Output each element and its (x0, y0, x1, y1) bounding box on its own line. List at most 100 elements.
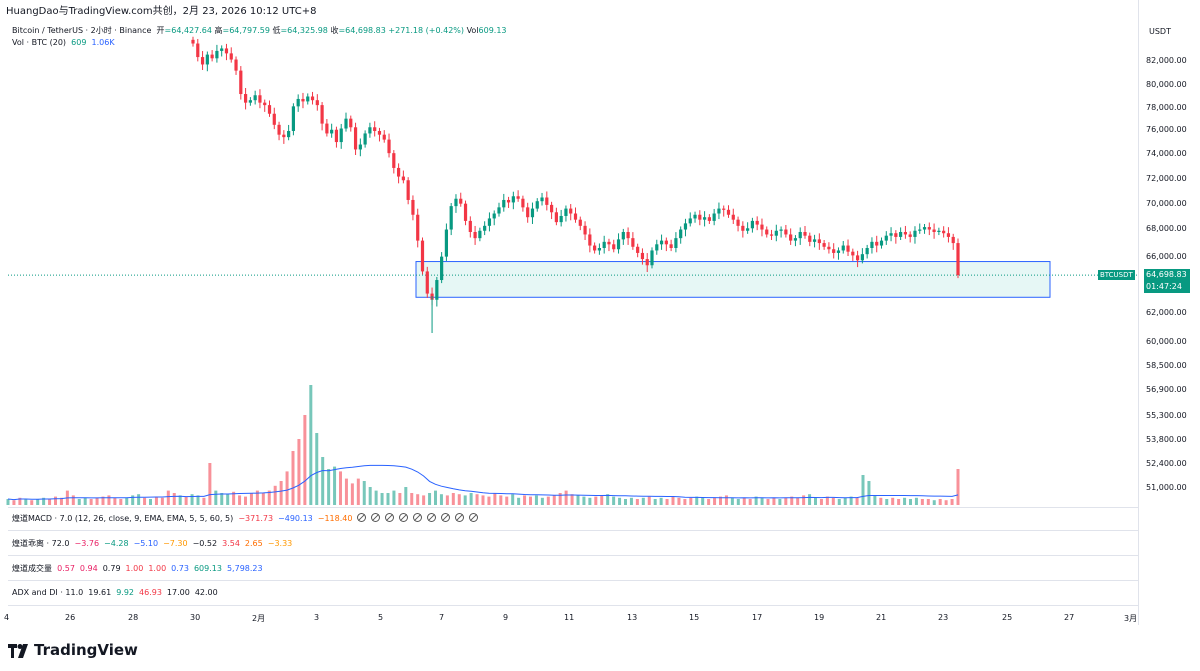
volume-bar (552, 495, 556, 505)
candle-body (473, 231, 477, 239)
price-axis-label: 53,800.00 (1146, 435, 1187, 444)
candle-body (363, 133, 367, 145)
volume-bar (303, 415, 307, 505)
symbol-info-line: Bitcoin / TetherUS · 2小时 · Binance 开=64,… (12, 25, 507, 36)
open-label: 开 (156, 26, 165, 35)
vol-indicator-v1: 609 (71, 38, 87, 47)
volume-bar (618, 497, 622, 505)
candle-body (612, 244, 616, 250)
candle-body (277, 124, 281, 135)
volume-bar (671, 496, 675, 505)
candle-body (296, 98, 300, 107)
volume-bar (831, 497, 835, 505)
candle-body (368, 127, 372, 134)
indicator-bias[interactable]: 煌道乖离 · 72.0 −3.76 −4.28 −5.10 −7.30 −0.52 3.5… (12, 538, 297, 549)
candle-body (215, 50, 219, 59)
volume-bar (6, 499, 10, 505)
chart-header-title: HuangDao与TradingView.com共创，2月 23, 2026 1… (6, 6, 317, 17)
candle-body (607, 241, 611, 245)
indicator-value: 19.61 (88, 588, 112, 597)
volume-bar (778, 499, 782, 505)
candle-body (478, 230, 482, 239)
price-axis-label: 66,000.00 (1146, 252, 1187, 261)
volume-bar (867, 481, 871, 505)
volume-bar (356, 478, 360, 505)
candle-body (717, 208, 721, 214)
candle-body (506, 199, 511, 203)
volume-bar (279, 481, 283, 505)
volume-bar (404, 487, 408, 505)
candle-body (664, 240, 668, 245)
candle-body (616, 239, 621, 250)
candle-body (416, 214, 420, 241)
candle-body (210, 54, 214, 59)
volume-bar (386, 493, 390, 505)
candle-body (631, 238, 635, 247)
candle-body (884, 235, 888, 241)
candle-body (267, 105, 272, 114)
volume-bar (523, 495, 527, 505)
indicator-volume[interactable]: 煌道成交量 0.57 0.94 0.79 1.00 1.00 0.73 609.13 5,79… (12, 563, 268, 574)
candle-body (425, 271, 429, 294)
volume-bar (837, 499, 841, 505)
volume-bar (196, 495, 200, 505)
candle-body (798, 231, 802, 239)
indicator-adx[interactable]: ADX and DI · 11.0 19.61 9.92 46.93 17.00 42.… (12, 588, 223, 597)
volume-bar (333, 466, 337, 505)
candle-body (392, 153, 396, 168)
candle-body (263, 102, 267, 106)
candle-body (726, 209, 731, 215)
volume-bar (719, 496, 722, 505)
time-axis-label: 21 (876, 613, 887, 622)
indicator-value: 46.93 (139, 588, 162, 597)
volume-bar (119, 499, 123, 505)
volume-bar (736, 499, 740, 505)
volume-bar (178, 495, 182, 505)
candle-body (593, 245, 597, 251)
volume-bar (143, 497, 147, 505)
candle-body (836, 250, 841, 253)
volume-bar (784, 497, 788, 505)
hidden-value-icon (413, 513, 423, 522)
indicator-macd[interactable]: 煌道MACD · 7.0 (12, 26, close, 9, EMA, EMA… (12, 513, 483, 524)
candle-body (578, 219, 582, 226)
volume-bar (909, 499, 912, 505)
volume-bar (475, 494, 479, 505)
price-axis-label: 58,500.00 (1146, 361, 1187, 370)
candle-body (698, 214, 702, 220)
volume-bar (701, 497, 705, 505)
volume-indicator-line[interactable]: Vol · BTC (20) 609 1.06K (12, 38, 115, 47)
symbol-name[interactable]: Bitcoin / TetherUS · 2小时 · Binance (12, 26, 152, 35)
candle-body (373, 127, 377, 131)
candle-body (401, 176, 405, 181)
candle-body (808, 235, 812, 242)
volume-bar (77, 499, 81, 505)
volume-ma-line (7, 464, 959, 501)
candle-body (942, 230, 946, 234)
candle-body (301, 98, 305, 102)
volume-bar (582, 496, 586, 505)
volume-bar (754, 496, 758, 505)
candle-body (349, 118, 353, 128)
indicator-name: 煌道成交量 (12, 564, 58, 573)
candle-body (440, 256, 444, 281)
volume-bar (914, 497, 918, 505)
volume-bar (950, 499, 954, 505)
candle-body (855, 255, 860, 261)
currency-unit[interactable]: USDT (1149, 27, 1171, 36)
price-axis-label: 52,400.00 (1146, 459, 1187, 468)
volume-bar (849, 496, 853, 505)
volume-bar (398, 493, 402, 505)
volume-bar (659, 497, 663, 505)
volume-bar (291, 451, 295, 505)
open-value: =64,427.64 (164, 26, 212, 35)
candle-body (946, 233, 951, 237)
volume-bar (380, 493, 384, 505)
candle-body (511, 196, 515, 203)
candle-body (650, 250, 654, 266)
low-value: =64,325.98 (280, 26, 328, 35)
price-chart[interactable] (0, 0, 1138, 510)
candle-body (702, 217, 707, 220)
candle-body (387, 139, 391, 154)
volume-bar (439, 494, 443, 505)
